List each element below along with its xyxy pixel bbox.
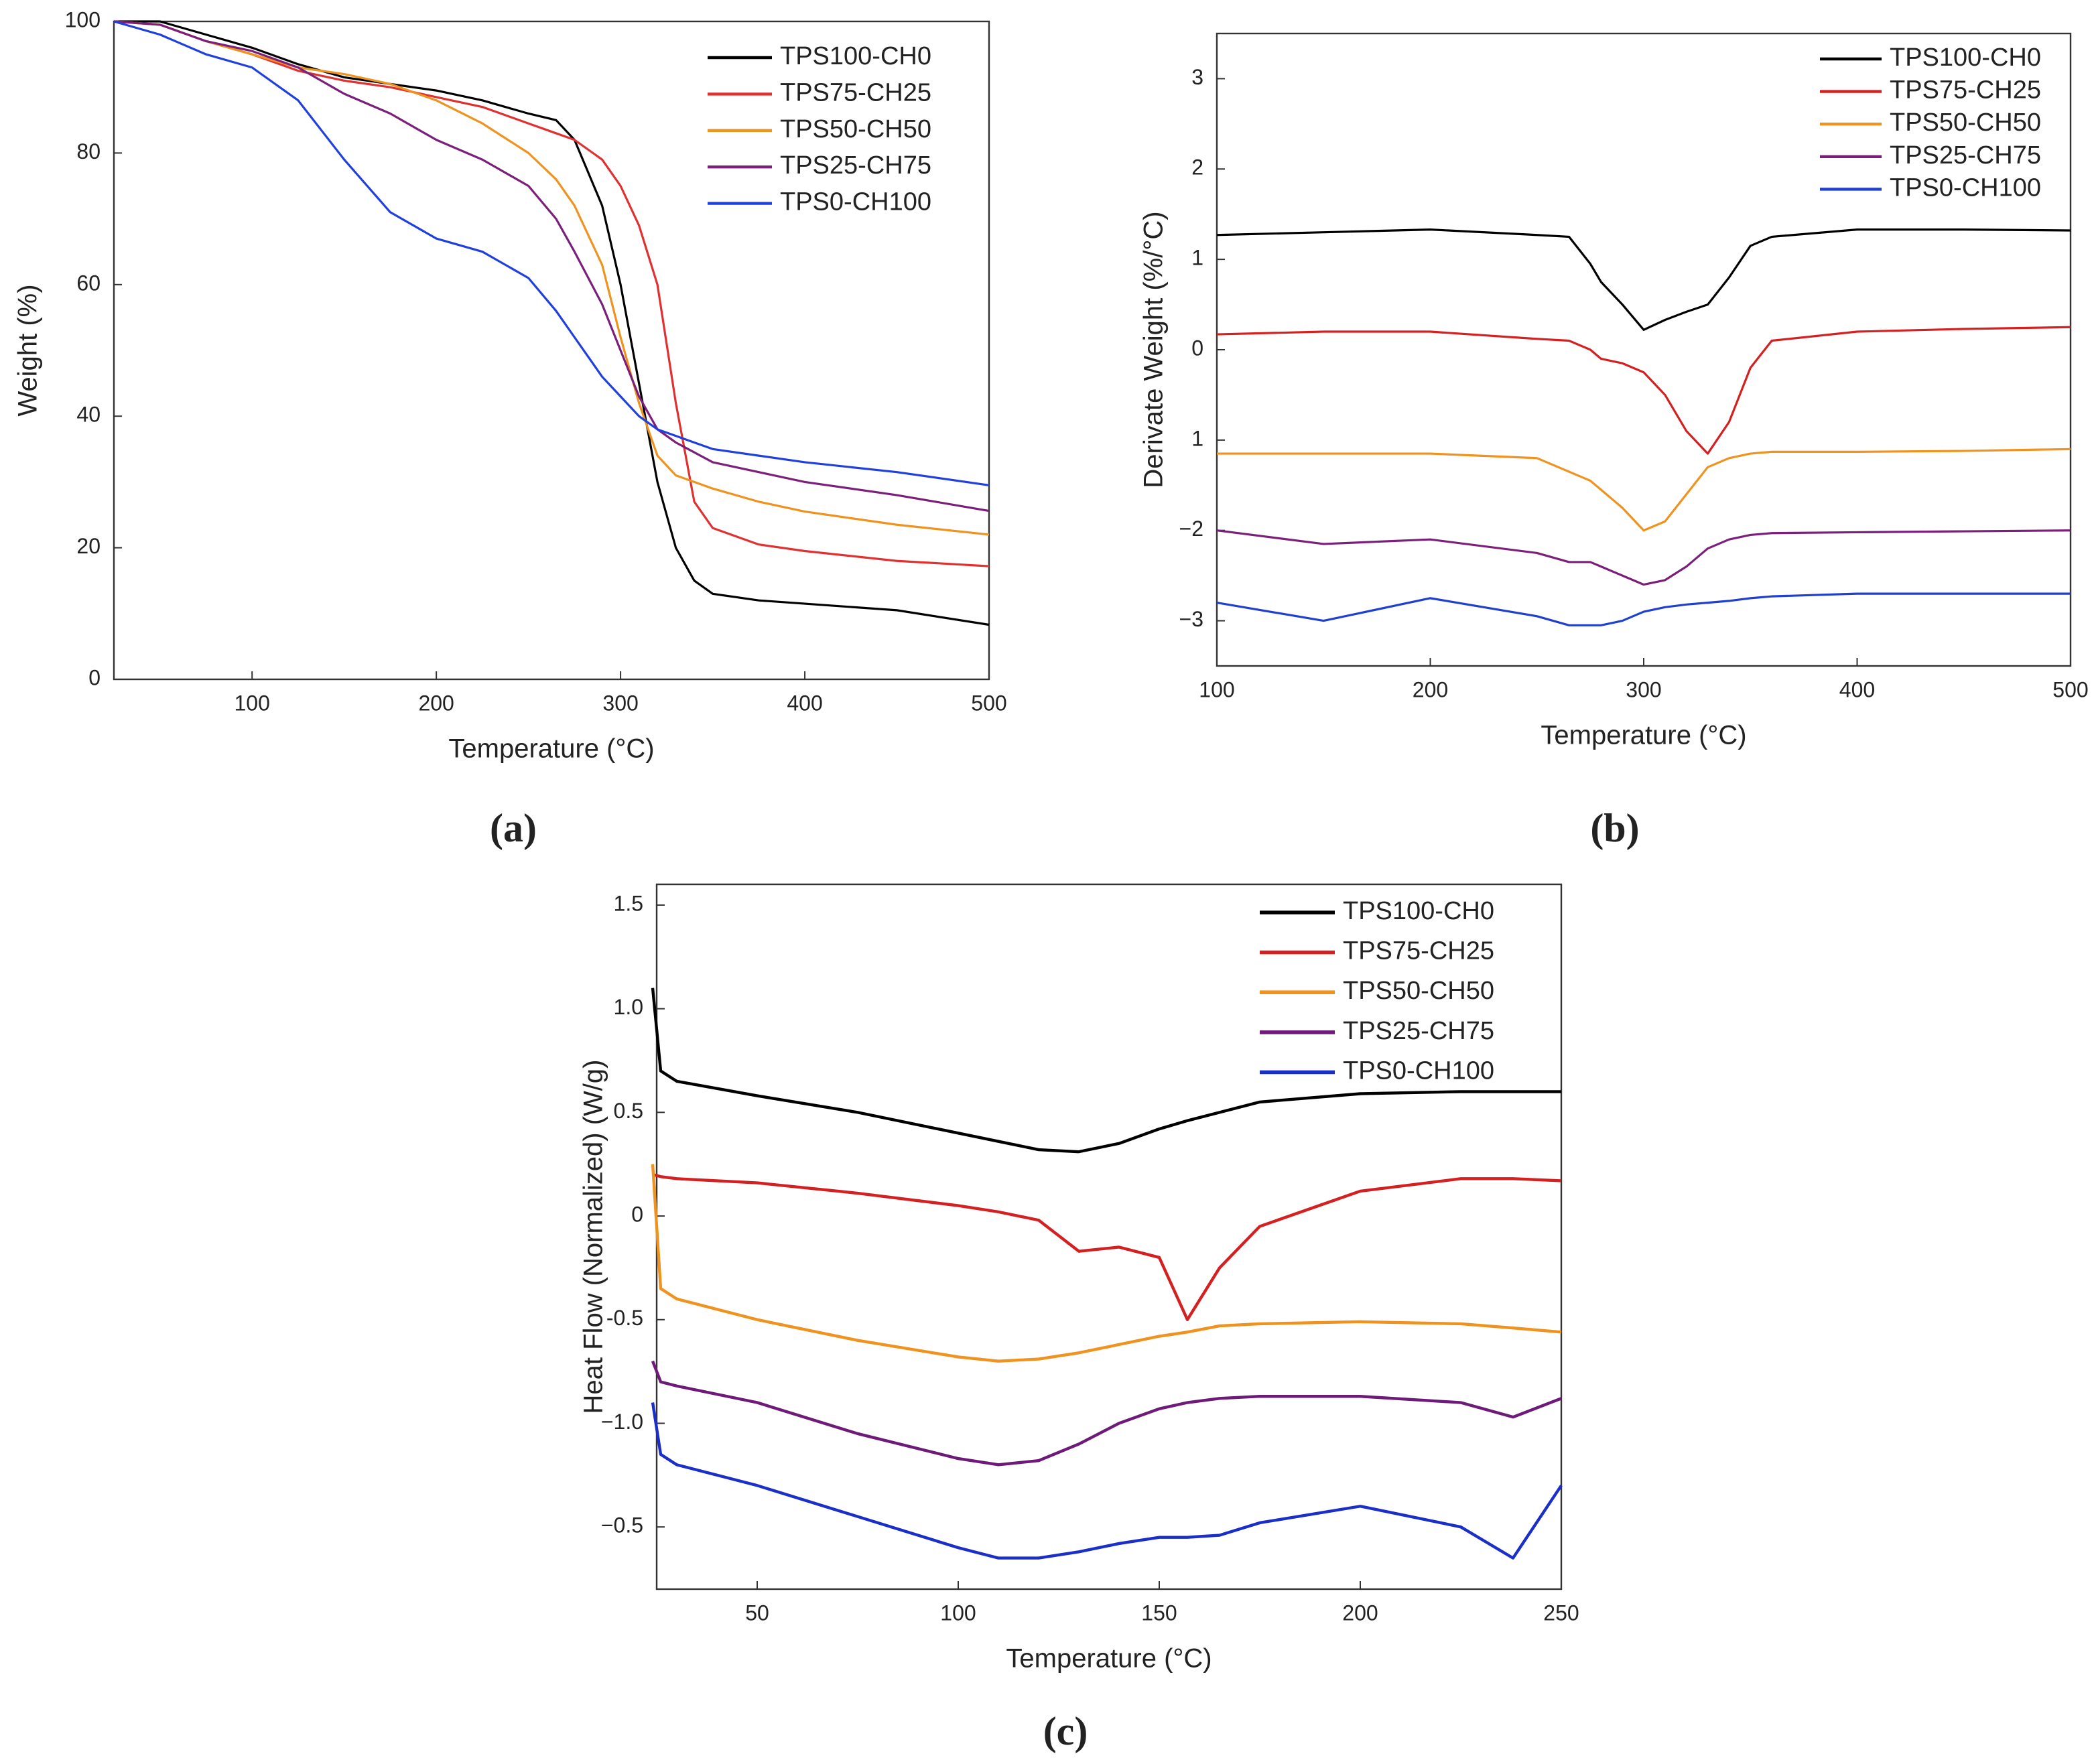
legend-label: TPS25-CH75 <box>1343 1017 1494 1045</box>
x-tick-label: 100 <box>235 691 270 715</box>
legend-label: TPS0-CH100 <box>1890 174 2041 202</box>
y-tick-label: −2 <box>1179 517 1203 541</box>
legend-label: TPS25-CH75 <box>780 151 931 180</box>
y-axis-label: Heat Flow (Normalized) (W/g) <box>579 1060 608 1414</box>
x-tick-label: 400 <box>1839 677 1875 701</box>
y-tick-label: −0.5 <box>601 1513 643 1538</box>
plot-frame <box>113 20 990 681</box>
y-tick-label: 40 <box>76 403 101 427</box>
series-line <box>651 988 1561 1154</box>
series-line <box>651 1402 1563 1560</box>
series-line <box>113 20 990 513</box>
series-line <box>651 1360 1562 1467</box>
y-tick-label: 0.5 <box>614 1099 643 1123</box>
x-tick-label: 400 <box>787 691 822 715</box>
legend-label: TPS100-CH0 <box>780 42 931 70</box>
panel-label: (b) <box>1590 806 1639 850</box>
legend-label: TPS75-CH25 <box>1343 937 1494 965</box>
series-line <box>1216 326 2071 455</box>
y-tick-label: −3 <box>1179 607 1203 631</box>
series-line <box>1217 448 2071 532</box>
legend-label: TPS50-CH50 <box>1890 109 2041 137</box>
x-axis-label: Temperature (°C) <box>448 734 654 764</box>
x-tick-label: 500 <box>2052 677 2088 701</box>
y-tick-label: 0 <box>88 665 101 689</box>
series-line <box>1216 529 2071 586</box>
legend-label: TPS0-CH100 <box>1343 1057 1494 1085</box>
series-line <box>1216 592 2071 626</box>
x-tick-label: 200 <box>418 691 454 715</box>
series-line <box>652 1173 1562 1321</box>
x-tick-label: 300 <box>602 691 638 715</box>
legend-label: TPS0-CH100 <box>780 188 931 216</box>
y-tick-label: 1.5 <box>614 891 643 915</box>
y-axis-label: Derivate Weight (%/°C) <box>1139 211 1169 488</box>
series-line <box>113 20 990 486</box>
x-tick-label: 150 <box>1141 1601 1177 1625</box>
x-tick-label: 500 <box>971 691 1006 715</box>
panel-label: (c) <box>1043 1709 1088 1753</box>
x-tick-label: 200 <box>1413 677 1448 701</box>
y-axis-label: Weight (%) <box>13 284 43 416</box>
x-axis-label: Temperature (°C) <box>1006 1644 1212 1674</box>
legend-label: TPS25-CH75 <box>1890 141 2041 169</box>
y-tick-label: 60 <box>76 271 101 295</box>
legend-label: TPS100-CH0 <box>1890 44 2041 72</box>
legend-label: TPS100-CH0 <box>1343 897 1494 925</box>
x-tick-label: 50 <box>745 1601 769 1625</box>
y-tick-label: 20 <box>76 534 101 558</box>
series-line <box>1216 228 2071 331</box>
y-tick-label: 2 <box>1191 155 1203 180</box>
y-tick-label: 100 <box>65 7 101 31</box>
y-tick-label: 1 <box>1191 426 1203 450</box>
series-line <box>113 20 990 567</box>
legend-label: TPS75-CH25 <box>1890 76 2041 105</box>
y-tick-label: 1.0 <box>614 995 643 1019</box>
series-line <box>651 1164 1562 1363</box>
y-tick-label: 1 <box>1191 246 1203 270</box>
y-tick-label: 0 <box>1191 336 1203 360</box>
x-tick-label: 100 <box>1199 677 1234 701</box>
x-tick-label: 200 <box>1342 1601 1378 1625</box>
y-tick-label: 3 <box>1191 65 1203 89</box>
legend-label: TPS50-CH50 <box>780 115 931 143</box>
x-tick-label: 100 <box>940 1601 976 1625</box>
x-tick-label: 250 <box>1543 1601 1579 1625</box>
series-line <box>114 20 990 626</box>
y-tick-label: −1.0 <box>601 1410 643 1434</box>
legend-label: TPS75-CH25 <box>780 78 931 107</box>
legend-label: TPS50-CH50 <box>1343 977 1494 1005</box>
panel-label: (a) <box>490 806 537 850</box>
y-tick-label: 80 <box>76 139 101 163</box>
y-tick-label: -0.5 <box>606 1306 643 1330</box>
x-axis-label: Temperature (°C) <box>1541 721 1746 750</box>
y-tick-label: 0 <box>631 1203 643 1227</box>
x-tick-label: 300 <box>1626 677 1661 701</box>
